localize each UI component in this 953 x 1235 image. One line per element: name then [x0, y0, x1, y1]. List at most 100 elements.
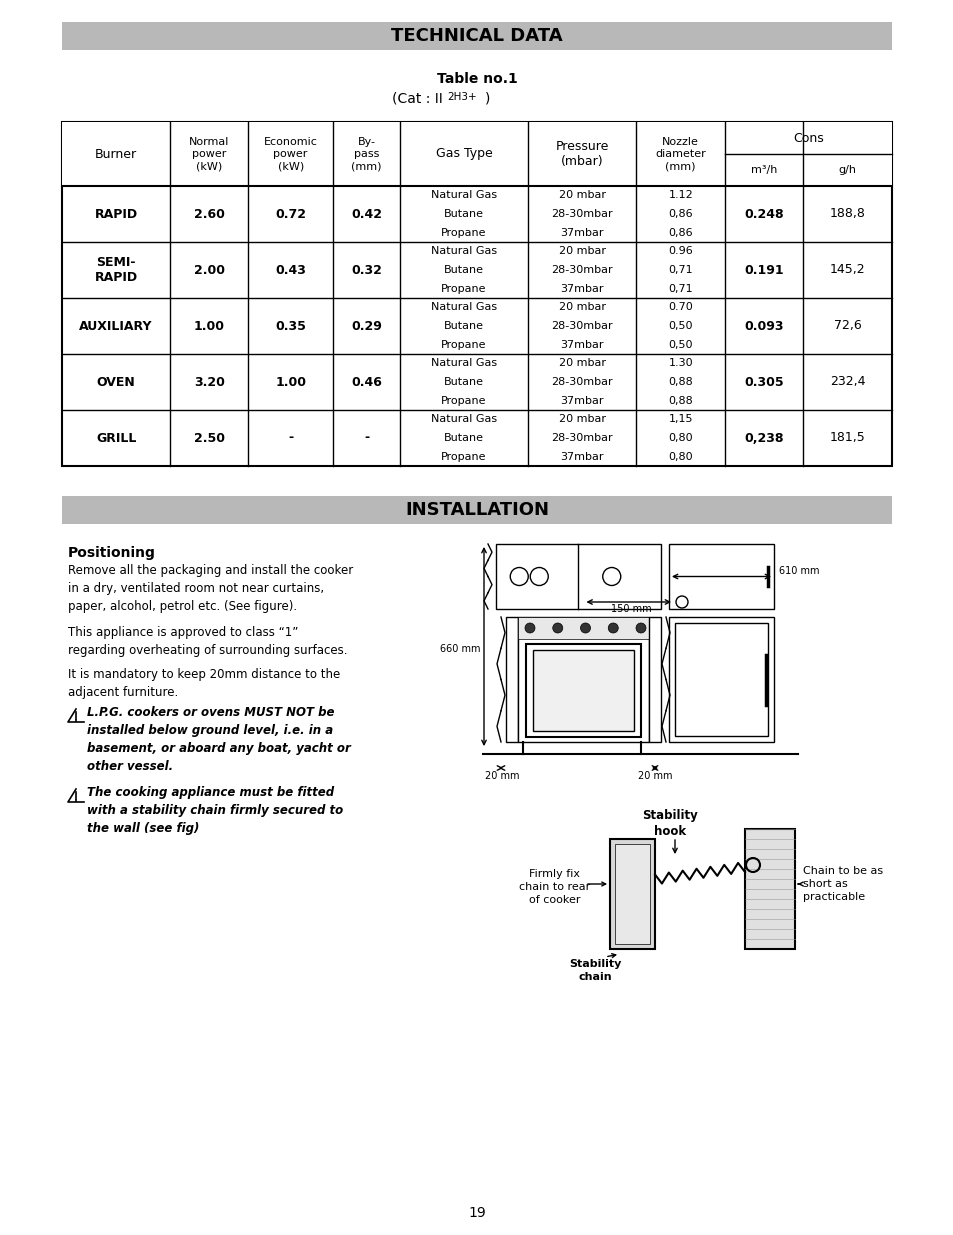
Text: SEMI-
RAPID: SEMI- RAPID — [94, 256, 137, 284]
Text: 0.32: 0.32 — [351, 263, 381, 277]
Text: Butane: Butane — [443, 321, 483, 331]
Text: 0,80: 0,80 — [668, 452, 692, 462]
Text: 0.093: 0.093 — [743, 320, 783, 332]
Text: 0.29: 0.29 — [351, 320, 381, 332]
Text: 0,50: 0,50 — [668, 321, 692, 331]
Text: 20 mbar: 20 mbar — [558, 190, 605, 200]
Text: 1.12: 1.12 — [668, 190, 693, 200]
Text: 1.00: 1.00 — [193, 320, 225, 332]
Text: Cons: Cons — [792, 131, 823, 144]
Text: Butane: Butane — [443, 377, 483, 387]
Text: 37mbar: 37mbar — [559, 395, 603, 405]
Bar — [533, 650, 634, 731]
Text: 145,2: 145,2 — [829, 263, 864, 277]
Bar — [517, 618, 648, 638]
Text: 0.191: 0.191 — [743, 263, 783, 277]
Text: 660 mm: 660 mm — [440, 643, 480, 655]
Text: 28-30mbar: 28-30mbar — [551, 377, 612, 387]
Text: 610 mm: 610 mm — [779, 566, 819, 576]
Text: Table no.1: Table no.1 — [436, 72, 517, 86]
Text: 1.30: 1.30 — [668, 358, 692, 368]
Text: m³/h: m³/h — [750, 165, 777, 175]
Text: OVEN: OVEN — [96, 375, 135, 389]
Bar — [744, 829, 794, 948]
Bar — [615, 844, 649, 944]
Text: Chain to be as
short as
practicable: Chain to be as short as practicable — [802, 866, 882, 903]
Text: Butane: Butane — [443, 433, 483, 443]
Text: This appliance is approved to class “1”
regarding overheating of surrounding sur: This appliance is approved to class “1” … — [68, 626, 347, 657]
Bar — [62, 122, 891, 186]
Text: Propane: Propane — [441, 227, 486, 237]
Text: Propane: Propane — [441, 395, 486, 405]
Text: 0,88: 0,88 — [668, 395, 693, 405]
Text: 20 mbar: 20 mbar — [558, 246, 605, 257]
Text: 37mbar: 37mbar — [559, 452, 603, 462]
Circle shape — [552, 622, 562, 634]
Text: TECHNICAL DATA: TECHNICAL DATA — [391, 27, 562, 44]
Text: Propane: Propane — [441, 284, 486, 294]
Text: 0.70: 0.70 — [668, 303, 693, 312]
Text: 3.20: 3.20 — [193, 375, 225, 389]
Text: 20 mbar: 20 mbar — [558, 303, 605, 312]
Text: Butane: Butane — [443, 266, 483, 275]
Text: 2H3+: 2H3+ — [447, 91, 476, 103]
Text: 28-30mbar: 28-30mbar — [551, 266, 612, 275]
Text: GRILL: GRILL — [96, 431, 136, 445]
Text: 72,6: 72,6 — [833, 320, 861, 332]
Circle shape — [524, 622, 535, 634]
Text: Pressure
(mbar): Pressure (mbar) — [555, 140, 608, 168]
Text: 2.50: 2.50 — [193, 431, 225, 445]
Text: -: - — [363, 431, 369, 445]
Text: L.P.G. cookers or ovens MUST NOT be
installed below ground level, i.e. in a
base: L.P.G. cookers or ovens MUST NOT be inst… — [87, 706, 351, 773]
Text: Remove all the packaging and install the cooker
in a dry, ventilated room not ne: Remove all the packaging and install the… — [68, 564, 353, 613]
Bar — [517, 618, 648, 742]
Text: 0.305: 0.305 — [743, 375, 783, 389]
Text: Natural Gas: Natural Gas — [431, 190, 497, 200]
Bar — [648, 618, 660, 742]
Text: Nozzle
diameter
(mm): Nozzle diameter (mm) — [655, 137, 705, 172]
Text: 0.46: 0.46 — [351, 375, 381, 389]
Text: Propane: Propane — [441, 340, 486, 350]
Text: 2.00: 2.00 — [193, 263, 225, 277]
Text: 2.60: 2.60 — [193, 207, 225, 221]
Text: 28-30mbar: 28-30mbar — [551, 321, 612, 331]
Text: Stability
hook: Stability hook — [641, 809, 698, 839]
Bar — [668, 618, 773, 742]
Text: 28-30mbar: 28-30mbar — [551, 209, 612, 219]
Text: 0.248: 0.248 — [743, 207, 783, 221]
Text: AUXILIARY: AUXILIARY — [79, 320, 152, 332]
Text: 0,80: 0,80 — [668, 433, 692, 443]
Text: 0,88: 0,88 — [668, 377, 693, 387]
Text: Normal
power
(kW): Normal power (kW) — [189, 137, 230, 172]
Bar — [525, 643, 640, 737]
Text: Stability
chain: Stability chain — [568, 960, 620, 982]
Text: 28-30mbar: 28-30mbar — [551, 433, 612, 443]
Bar — [62, 22, 891, 49]
Text: 0.42: 0.42 — [351, 207, 381, 221]
Text: Natural Gas: Natural Gas — [431, 414, 497, 425]
Text: 0.43: 0.43 — [274, 263, 306, 277]
Text: g/h: g/h — [838, 165, 856, 175]
Text: Natural Gas: Natural Gas — [431, 246, 497, 257]
Text: 37mbar: 37mbar — [559, 340, 603, 350]
Text: 150 mm: 150 mm — [610, 604, 651, 614]
Text: 19: 19 — [468, 1207, 485, 1220]
Text: 1,15: 1,15 — [668, 414, 692, 425]
Text: Economic
power
(kW): Economic power (kW) — [263, 137, 317, 172]
Text: Butane: Butane — [443, 209, 483, 219]
Text: 0.35: 0.35 — [274, 320, 306, 332]
Bar — [609, 839, 655, 948]
Text: 0,86: 0,86 — [668, 209, 692, 219]
Text: 188,8: 188,8 — [829, 207, 864, 221]
Text: It is mandatory to keep 20mm distance to the
adjacent furniture.: It is mandatory to keep 20mm distance to… — [68, 668, 340, 699]
Bar — [675, 622, 767, 736]
Circle shape — [579, 622, 590, 634]
Text: 0,238: 0,238 — [743, 431, 783, 445]
Text: Gas Type: Gas Type — [436, 147, 492, 161]
Bar — [62, 122, 891, 466]
Text: Natural Gas: Natural Gas — [431, 303, 497, 312]
Text: The cooking appliance must be fitted
with a stability chain firmly secured to
th: The cooking appliance must be fitted wit… — [87, 785, 343, 835]
Circle shape — [636, 622, 645, 634]
Text: Propane: Propane — [441, 452, 486, 462]
Text: 20 mm: 20 mm — [484, 771, 518, 781]
